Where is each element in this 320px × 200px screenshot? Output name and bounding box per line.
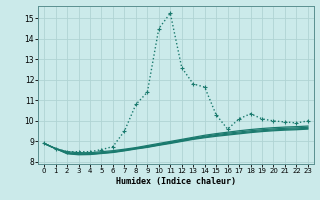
X-axis label: Humidex (Indice chaleur): Humidex (Indice chaleur) [116,177,236,186]
